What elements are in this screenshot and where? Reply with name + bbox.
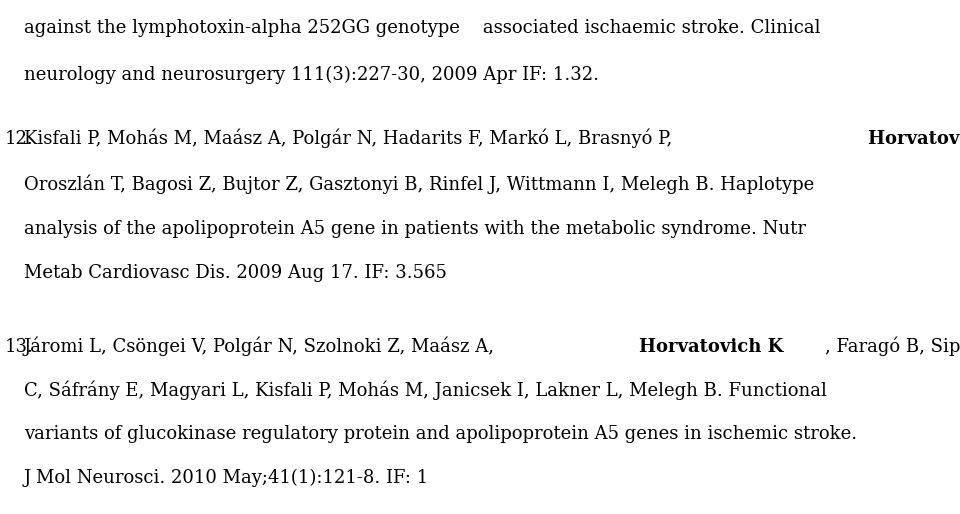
Text: analysis of the apolipoprotein A5 gene in patients with the metabolic syndrome. : analysis of the apolipoprotein A5 gene i… xyxy=(24,220,806,238)
Text: J Mol Neurosci. 2010 May;41(1):121-8. IF: 1: J Mol Neurosci. 2010 May;41(1):121-8. IF… xyxy=(24,469,429,487)
Text: against the lymphotoxin-alpha 252GG genotype    associated ischaemic stroke. Cli: against the lymphotoxin-alpha 252GG geno… xyxy=(24,20,821,38)
Text: Járomi L, Csöngei V, Polgár N, Szolnoki Z, Maász A,: Járomi L, Csöngei V, Polgár N, Szolnoki … xyxy=(24,337,501,356)
Text: Horvatovich K,: Horvatovich K, xyxy=(868,130,960,148)
Text: , Faragó B, Sipeky: , Faragó B, Sipeky xyxy=(826,337,960,356)
Text: neurology and neurosurgery 111(3):227-30, 2009 Apr IF: 1.32.: neurology and neurosurgery 111(3):227-30… xyxy=(24,65,599,84)
Text: variants of glucokinase regulatory protein and apolipoprotein A5 genes in ischem: variants of glucokinase regulatory prote… xyxy=(24,426,857,444)
Text: 13.: 13. xyxy=(5,338,34,356)
Text: Metab Cardiovasc Dis. 2009 Aug 17. IF: 3.565: Metab Cardiovasc Dis. 2009 Aug 17. IF: 3… xyxy=(24,264,446,282)
Text: 12.: 12. xyxy=(5,130,34,148)
Text: C, Sáfrány E, Magyari L, Kisfali P, Mohás M, Janicsek I, Lakner L, Melegh B. Fun: C, Sáfrány E, Magyari L, Kisfali P, Mohá… xyxy=(24,380,827,400)
Text: Kisfali P, Mohás M, Maász A, Polgár N, Hadarits F, Markó L, Brasnyó P,: Kisfali P, Mohás M, Maász A, Polgár N, H… xyxy=(24,128,678,148)
Text: Oroszlán T, Bagosi Z, Bujtor Z, Gasztonyi B, Rinfel J, Wittmann I, Melegh B. Hap: Oroszlán T, Bagosi Z, Bujtor Z, Gasztony… xyxy=(24,175,814,194)
Text: Horvatovich K: Horvatovich K xyxy=(639,338,783,356)
